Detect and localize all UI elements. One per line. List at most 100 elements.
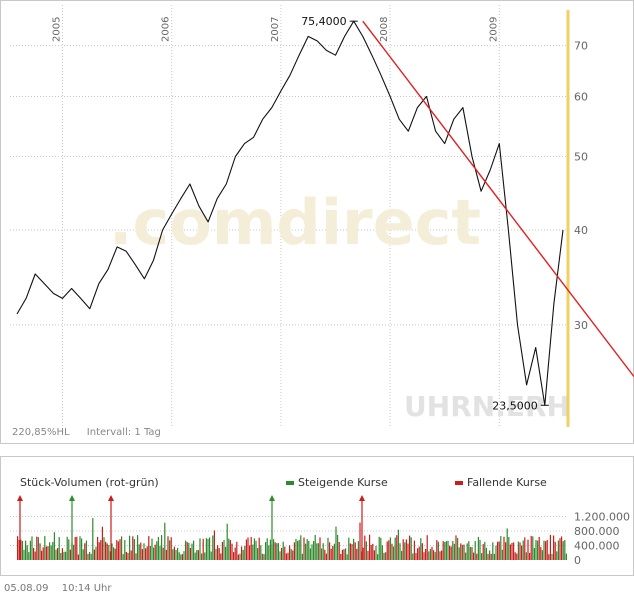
volume-bar: [106, 543, 108, 560]
x-tick-label: 2009: [488, 17, 499, 42]
volume-bar: [439, 551, 441, 560]
volume-bar: [241, 546, 243, 560]
volume-bar: [247, 537, 249, 560]
performance-value: 220,85%HL: [12, 427, 70, 438]
volume-bar: [276, 543, 278, 560]
volume-bar: [185, 540, 187, 560]
volume-bar: [129, 535, 131, 560]
volume-bar: [249, 545, 251, 560]
volume-bar: [501, 549, 503, 560]
volume-bar: [564, 540, 566, 560]
volume-bar: [68, 539, 70, 560]
volume-bar: [367, 550, 369, 560]
volume-bar: [308, 540, 310, 560]
volume-bar: [45, 546, 47, 560]
y-axis-labels: 30 40 50 60 70: [574, 40, 588, 332]
volume-bar: [255, 540, 257, 560]
volume-bar: [132, 536, 134, 560]
volume-bar: [389, 537, 391, 560]
volume-bar: [497, 541, 499, 560]
volume-bar: [412, 553, 414, 560]
volume-bar: [85, 540, 87, 560]
volume-bar: [357, 541, 359, 560]
volume-bar: [345, 548, 347, 560]
volume-bar: [225, 546, 227, 560]
volume-bar: [50, 545, 52, 560]
volume-bar: [372, 543, 374, 560]
volume-bar: [228, 538, 230, 560]
volume-bar: [546, 540, 548, 560]
volume-spike-arrow: [108, 495, 114, 501]
volume-bar: [433, 550, 435, 560]
volume-bar: [378, 536, 380, 560]
volume-bar: [236, 541, 238, 560]
volume-bar: [559, 538, 561, 560]
volume-bar: [69, 549, 71, 560]
volume-bar: [284, 546, 286, 560]
volume-bar: [257, 548, 259, 560]
volume-bar: [333, 543, 335, 560]
watermark-brand: .comdirect: [109, 186, 481, 259]
volume-bar: [212, 535, 214, 560]
y-tick-label: 40: [574, 224, 588, 237]
volume-bar: [39, 543, 41, 560]
volume-bar: [215, 549, 217, 560]
volume-bar: [229, 540, 231, 560]
volume-bar: [87, 553, 89, 560]
volume-bar: [401, 550, 403, 560]
volume-bar: [417, 548, 419, 560]
volume-bar: [561, 536, 563, 560]
trend-line: [362, 20, 634, 378]
volume-bar: [305, 543, 307, 560]
volume-chart: Stück-Volumen (rot-grün) Steigende Kurse…: [0, 456, 634, 576]
volume-bar: [383, 552, 385, 560]
volume-bar: [173, 546, 175, 560]
volume-bar: [481, 553, 483, 560]
volume-bar: [125, 551, 127, 560]
volume-bar: [565, 553, 567, 560]
volume-bar: [130, 550, 132, 560]
volume-bar: [375, 545, 377, 560]
volume-bar: [58, 537, 60, 560]
volume-bar: [151, 538, 153, 560]
volume-bar: [201, 553, 203, 560]
volume-bar: [452, 541, 454, 560]
watermark-ticker: UHRN.ERH: [404, 390, 570, 423]
volume-bar: [337, 535, 339, 560]
volume-bar: [165, 549, 167, 560]
price-grid: [10, 5, 566, 427]
volume-bar: [298, 539, 300, 560]
volume-bar: [49, 542, 51, 560]
volume-bar: [237, 554, 239, 560]
volume-bar: [207, 538, 209, 560]
volume-bar: [295, 538, 297, 560]
volume-bar: [471, 547, 473, 560]
volume-bar: [498, 541, 500, 560]
volume-bar: [532, 536, 534, 560]
volume-bar: [121, 536, 123, 560]
volume-bar: [543, 540, 545, 560]
volume-bar: [354, 542, 356, 560]
volume-bar: [309, 548, 311, 560]
volume-bar: [381, 545, 383, 560]
volume-bar: [290, 549, 292, 560]
volume-bar: [418, 546, 420, 560]
volume-bar: [425, 549, 427, 560]
volume-bar: [188, 542, 190, 560]
volume-bar: [537, 540, 539, 560]
price-chart: .comdirect UHRN.ERH 2005 2006 2007 2008 2009…: [0, 0, 634, 444]
volume-bar: [133, 539, 135, 560]
volume-bar: [335, 526, 337, 560]
volume-bar: [273, 539, 275, 560]
volume-bar: [36, 536, 38, 560]
volume-bar: [97, 536, 99, 560]
legend-up-label: Steigende Kurse: [298, 476, 388, 489]
volume-bar: [369, 534, 371, 560]
volume-bar: [111, 543, 113, 560]
volume-bar: [178, 552, 180, 560]
volume-bar: [402, 539, 404, 560]
volume-bar: [175, 549, 177, 560]
volume-bar: [114, 548, 116, 560]
volume-bar: [244, 546, 246, 560]
